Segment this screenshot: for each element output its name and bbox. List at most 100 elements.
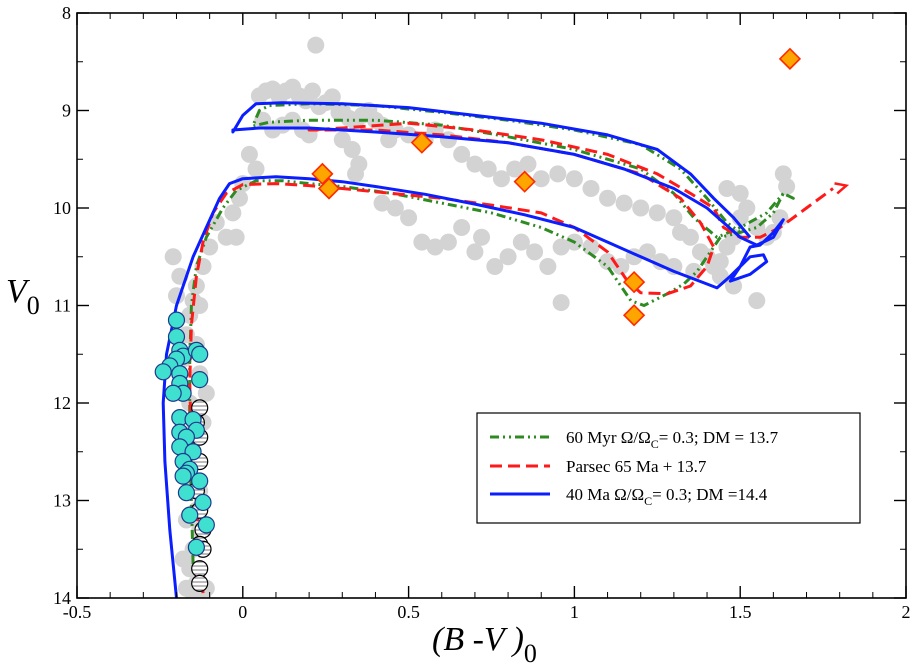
- legend: 60 Myr Ω/ΩC= 0.3; DM = 13.7 Parsec 65 Ma…: [476, 412, 861, 524]
- ms-member-point: [194, 493, 212, 512]
- y-tick-label: 9: [62, 101, 71, 121]
- field-star-point: [748, 292, 766, 310]
- field-star-point: [549, 165, 567, 183]
- field-star-point: [552, 294, 570, 312]
- field-star-point: [426, 238, 444, 256]
- ms-member-point: [191, 472, 209, 490]
- field-star-point: [227, 228, 245, 246]
- candidate-member-point: [191, 574, 209, 592]
- field-star-point: [615, 194, 633, 212]
- giant-point: [317, 177, 341, 200]
- y-tick-label: 10: [53, 198, 71, 218]
- field-star-point: [582, 180, 600, 197]
- field-star-point: [400, 209, 418, 227]
- field-star-point: [582, 238, 600, 256]
- field-star-point: [197, 384, 215, 402]
- field-star-point: [519, 155, 537, 173]
- field-star-point: [632, 199, 650, 217]
- field-star-point: [303, 82, 321, 100]
- legend-box: [476, 412, 861, 524]
- isochrone-red-arrow: [834, 182, 850, 195]
- y-tick-label: 11: [54, 296, 71, 316]
- field-star-point: [439, 233, 457, 251]
- field-star-point: [771, 209, 789, 227]
- ms-member-point: [154, 363, 172, 381]
- field-star-point: [453, 145, 471, 163]
- field-star-point: [648, 204, 666, 222]
- x-axis-label: (B -V )0: [432, 621, 537, 668]
- ms-member-point: [191, 345, 209, 363]
- field-star-point: [665, 209, 683, 227]
- field-star-point: [343, 141, 361, 158]
- plot-area: [154, 36, 850, 598]
- field-star-point: [526, 243, 544, 261]
- field-star-point: [599, 189, 617, 207]
- field-star-point: [718, 180, 736, 197]
- field-star-point: [711, 253, 729, 271]
- x-tick-label: 2: [902, 602, 911, 622]
- ms-member-point: [177, 484, 196, 502]
- field-star-point: [164, 248, 182, 266]
- legend-label-blue: 40 Ma Ω/ΩC= 0.3; DM =14.4: [566, 485, 768, 508]
- field-star-point: [323, 88, 341, 106]
- ms-member-point: [181, 506, 199, 524]
- field-star-point: [539, 258, 557, 275]
- field-star-point: [386, 199, 404, 217]
- field-star-point: [499, 248, 517, 266]
- x-tick-label: 0.5: [397, 602, 420, 622]
- members-layer: [154, 311, 215, 592]
- giant-point: [778, 47, 802, 70]
- field-star-point: [373, 194, 391, 212]
- ms-member-point: [167, 311, 186, 329]
- field-star-point: [612, 258, 630, 275]
- field-star-point: [479, 160, 497, 178]
- field-star-point: [552, 238, 570, 256]
- field-star-point: [532, 170, 550, 188]
- giant-point: [311, 162, 334, 186]
- field-star-point: [177, 579, 195, 597]
- ms-member-point: [191, 371, 209, 389]
- field-star-point: [466, 155, 484, 173]
- giant-point: [513, 170, 536, 193]
- x-tick-label: 0: [238, 602, 247, 622]
- field-star-point: [413, 233, 431, 251]
- isochrone-blue: [161, 101, 785, 598]
- legend-label-red: Parsec 65 Ma + 13.7: [566, 457, 707, 476]
- field-star-point: [731, 184, 749, 202]
- field-star-point: [174, 550, 192, 568]
- giant-point: [622, 270, 646, 294]
- field-star-point: [347, 165, 365, 183]
- field-star-point: [240, 145, 258, 163]
- candidate-member-point: [191, 560, 209, 578]
- field-star-point: [247, 160, 265, 178]
- field-star-point: [191, 297, 209, 314]
- field-star-point: [307, 36, 325, 54]
- x-tick-label: 1: [570, 602, 579, 622]
- giants-layer: [311, 47, 802, 327]
- axis-ticks: -0.5 0 0.5 1 1.5 2 8 9 10 11 12 13 14: [53, 3, 911, 622]
- y-tick-label: 8: [62, 3, 71, 23]
- field-star-point: [453, 219, 471, 236]
- isochrones-layer: [161, 101, 850, 598]
- ms-member-point: [174, 467, 192, 485]
- legend-label-green: 60 Myr Ω/ΩC= 0.3; DM = 13.7: [566, 428, 779, 451]
- giant-point: [410, 131, 433, 154]
- field-star-point: [565, 170, 583, 188]
- field-star-point: [681, 228, 699, 246]
- field-star-point: [492, 170, 510, 188]
- x-tick-label: -0.5: [63, 602, 92, 622]
- field-star-point: [738, 199, 756, 217]
- field-star-point: [201, 238, 219, 256]
- field-star-point: [506, 160, 524, 178]
- ms-member-point: [197, 516, 215, 534]
- y-axis-label: V0: [6, 273, 40, 320]
- field-star-point: [486, 258, 504, 275]
- field-star-point: [512, 233, 530, 251]
- y-tick-label: 14: [53, 588, 71, 608]
- field-star-point: [473, 228, 491, 246]
- x-tick-label: 1.5: [729, 602, 752, 622]
- field-star-point: [778, 178, 796, 196]
- ms-member-point: [187, 538, 205, 556]
- y-tick-label: 13: [53, 491, 71, 511]
